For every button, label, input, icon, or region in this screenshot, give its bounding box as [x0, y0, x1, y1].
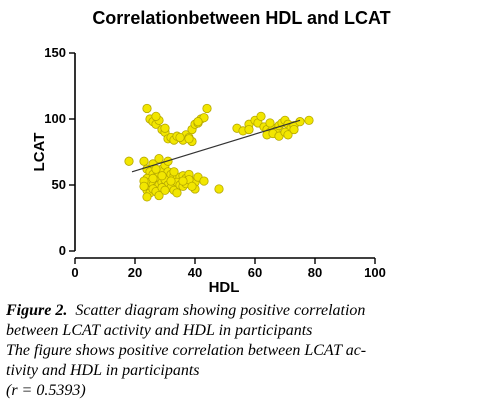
data-point [289, 124, 299, 135]
data-point [172, 188, 182, 198]
x-tick-label: 60 [248, 265, 262, 280]
data-point [169, 167, 179, 177]
x-axis-label: HDL [209, 279, 240, 296]
data-point [124, 156, 134, 166]
data-point [184, 134, 194, 144]
data-point [154, 154, 164, 164]
caption-line-2: between LCAT activity and HDL in partici… [6, 322, 313, 339]
x-tick-label: 80 [308, 265, 322, 280]
caption-line-3: The figure shows positive correlation be… [6, 342, 367, 359]
x-tick-label: 0 [71, 265, 78, 280]
trend-line [131, 119, 301, 173]
x-tick-label: 40 [188, 265, 202, 280]
data-point [157, 171, 167, 181]
figure-caption: Figure 2. Scatter diagram showing positi… [6, 301, 480, 401]
caption-line-1-text: Scatter diagram showing positive correla… [75, 302, 366, 319]
data-point [214, 184, 224, 194]
caption-line-1: Figure 2. Scatter diagram showing positi… [6, 301, 480, 321]
data-point [202, 103, 212, 114]
scatter-plot: 0 50 100 150 0 20 40 60 80 100 HDL LCAT [31, 45, 386, 296]
figure-label: Figure 2. [6, 302, 68, 319]
data-point [148, 173, 158, 183]
data-point [256, 111, 266, 121]
chart-title: Correlationbetween HDL and LCAT [92, 8, 391, 28]
caption-line-4: tivity and HDL in participants [6, 362, 200, 379]
data-point [178, 176, 188, 186]
data-point [265, 118, 275, 128]
trend-line-group [131, 119, 301, 173]
data-point [187, 181, 197, 191]
plot-axes: 0 50 100 150 0 20 40 60 80 100 [44, 45, 386, 280]
y-tick-label: 0 [59, 243, 66, 258]
data-point [166, 176, 176, 186]
data-point [139, 181, 149, 191]
x-tick-label: 100 [364, 265, 386, 280]
data-point [283, 130, 293, 140]
data-point [151, 111, 161, 121]
data-point [175, 132, 185, 143]
data-point [142, 103, 152, 114]
data-point [304, 115, 314, 125]
data-point [160, 123, 170, 133]
data-point [244, 124, 254, 135]
data-point [160, 185, 170, 195]
data-point [139, 156, 149, 166]
data-point [151, 164, 161, 174]
data-point [193, 117, 203, 127]
y-axis-label: LCAT [31, 133, 48, 172]
caption-line-5: (r = 0.5393) [6, 382, 86, 399]
y-tick-label: 150 [44, 45, 66, 60]
x-tick-label: 20 [128, 265, 142, 280]
y-tick-label: 50 [52, 177, 66, 192]
data-points [124, 103, 314, 202]
data-point [199, 176, 209, 186]
data-point [154, 190, 164, 201]
data-point [142, 192, 152, 202]
y-tick-label: 100 [44, 111, 66, 126]
